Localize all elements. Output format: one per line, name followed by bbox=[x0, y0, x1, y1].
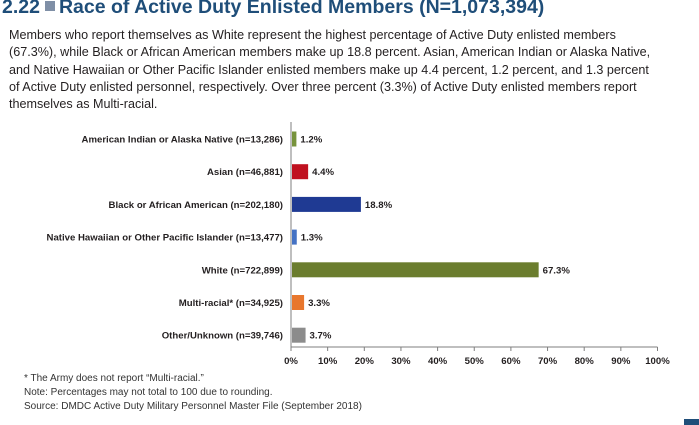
value-label: 18.8% bbox=[365, 200, 393, 211]
category-label: Native Hawaiian or Other Pacific Islande… bbox=[47, 233, 283, 244]
x-tick-label: 0% bbox=[284, 356, 298, 367]
bars-layer: American Indian or Alaska Native (n=13,2… bbox=[47, 131, 571, 343]
x-tick-label: 70% bbox=[538, 356, 558, 367]
value-label: 1.2% bbox=[300, 135, 322, 146]
category-label: Other/Unknown (n=39,746) bbox=[162, 331, 283, 342]
bar bbox=[292, 196, 361, 212]
section-number: 2.22 bbox=[2, 0, 40, 18]
x-tick-label: 30% bbox=[391, 356, 411, 367]
title-text: Race of Active Duty Enlisted Members (N=… bbox=[58, 0, 545, 18]
bar bbox=[292, 131, 297, 147]
category-label: American Indian or Alaska Native (n=13,2… bbox=[82, 135, 283, 146]
bar bbox=[292, 295, 305, 310]
x-tick-label: 80% bbox=[575, 356, 595, 367]
category-label: White (n=722,899) bbox=[202, 265, 283, 276]
bar bbox=[292, 229, 297, 245]
x-axis: 0% 10% 20% 30% 40% 50% 60% 70% 80% 90% 100% bbox=[284, 122, 670, 367]
page-title: 2.22 Race of Active Duty Enlisted Members… bbox=[2, 0, 692, 20]
value-label: 67.3% bbox=[543, 265, 571, 276]
category-label: Multi-racial* (n=34,925) bbox=[179, 298, 283, 309]
bar bbox=[292, 262, 539, 278]
footnote-rounding: Note: Percentages may not total to 100 d… bbox=[24, 387, 273, 398]
x-tick-label: 100% bbox=[645, 356, 670, 367]
bar bbox=[292, 164, 309, 180]
category-label: Black or African American (n=202,180) bbox=[109, 200, 283, 211]
bar bbox=[292, 327, 306, 343]
x-tick-label: 50% bbox=[465, 356, 485, 367]
footnote-source: Source: DMDC Active Duty Military Person… bbox=[24, 401, 362, 412]
square-bullet-icon bbox=[44, 1, 55, 11]
x-tick-label: 40% bbox=[428, 356, 448, 367]
race-bar-chart: American Indian or Alaska Native (n=13,2… bbox=[47, 122, 670, 367]
page-corner-mark bbox=[684, 419, 699, 425]
x-tick-label: 10% bbox=[318, 356, 338, 367]
x-tick-label: 20% bbox=[355, 356, 375, 367]
value-label: 3.3% bbox=[308, 298, 330, 309]
x-tick-label: 90% bbox=[611, 356, 631, 367]
intro-paragraph: Members who report themselves as White r… bbox=[9, 28, 651, 112]
value-label: 1.3% bbox=[301, 233, 323, 244]
x-tick-label: 60% bbox=[501, 356, 521, 367]
value-label: 3.7% bbox=[310, 331, 332, 342]
footnote-asterisk: * The Army does not report “Multi-racial… bbox=[24, 373, 204, 384]
value-label: 4.4% bbox=[312, 167, 334, 178]
category-label: Asian (n=46,881) bbox=[207, 167, 283, 178]
